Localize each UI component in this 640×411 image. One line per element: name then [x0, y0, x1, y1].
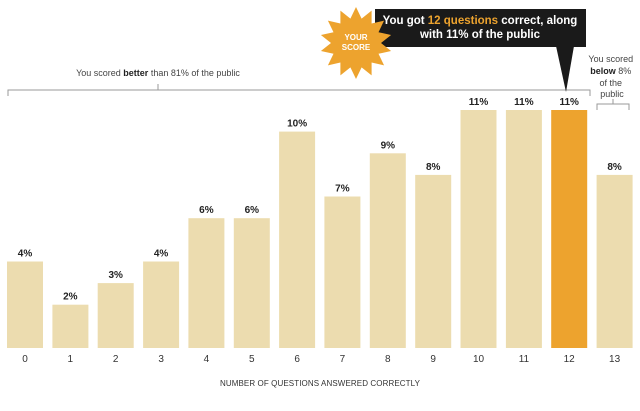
bar-0 [7, 261, 43, 348]
x-tick-label-4: 4 [204, 354, 210, 365]
x-tick-label-8: 8 [385, 354, 391, 365]
bar-7 [324, 196, 361, 348]
below-bracket [596, 99, 630, 110]
bar-value-label-1: 2% [63, 292, 78, 303]
bar-8 [369, 153, 406, 348]
bar-5 [233, 218, 270, 348]
bar-10 [460, 110, 497, 348]
value-labels-group: 4% 2% 3% 4% 6% 6% 10% 7% 9% 8% 11% 11% 11% 8% [18, 97, 622, 303]
callout-line1-suffix: correct, along [498, 15, 577, 27]
below-note-line4: public [600, 89, 624, 99]
x-tick-label-11: 11 [519, 354, 530, 365]
badge-line1: YOUR [344, 33, 367, 42]
below-note-line1: You scored [588, 54, 633, 64]
bar-value-label-4: 6% [199, 205, 214, 216]
badge-line2: SCORE [342, 43, 371, 52]
bar-value-label-2: 3% [108, 270, 123, 281]
bar-value-label-3: 4% [154, 249, 169, 260]
bar-value-label-0: 4% [18, 249, 33, 260]
bar-value-label-11: 11% [514, 97, 534, 108]
better-note-emphasis: better [123, 68, 149, 78]
x-axis-title: NUMBER OF QUESTIONS ANSWERED CORRECTLY [220, 379, 421, 388]
bar-1 [52, 304, 89, 348]
bar-11 [505, 110, 542, 348]
below-note-line2-suffix: 8% [616, 66, 632, 76]
your-score-badge: YOUR SCORE [320, 7, 392, 79]
bar-6 [279, 131, 316, 348]
better-note-suffix: than 81% of the public [148, 68, 240, 78]
below-note-line2: below 8% [590, 66, 631, 76]
x-tick-label-5: 5 [249, 354, 255, 365]
bar-4 [188, 218, 225, 348]
x-tick-label-1: 1 [68, 354, 74, 365]
x-tick-label-10: 10 [473, 354, 485, 365]
callout-line1-prefix: You got [383, 15, 428, 27]
x-tick-labels-group: 0 1 2 3 4 5 6 7 8 9 10 11 12 13 [22, 354, 620, 365]
below-note-line3: of the [599, 78, 622, 88]
bar-value-label-7: 7% [335, 184, 350, 195]
x-tick-label-6: 6 [294, 354, 300, 365]
x-tick-label-9: 9 [430, 354, 436, 365]
bar-value-label-13: 8% [607, 162, 622, 173]
bars-group [7, 110, 633, 348]
bar-value-label-6: 10% [287, 119, 307, 130]
x-tick-label-12: 12 [564, 354, 576, 365]
callout-pointer [556, 46, 574, 92]
bar-3 [143, 261, 180, 348]
bar-12 [551, 110, 588, 348]
score-callout: You got 12 questions correct, along with… [375, 9, 586, 92]
callout-highlight: 12 questions [428, 15, 498, 27]
callout-box [375, 9, 586, 47]
x-tick-label-3: 3 [158, 354, 164, 365]
x-tick-label-2: 2 [113, 354, 119, 365]
callout-line1: You got 12 questions correct, along [383, 15, 578, 27]
bar-value-label-5: 6% [245, 205, 260, 216]
x-tick-label-13: 13 [609, 354, 621, 365]
bar-value-label-8: 9% [381, 140, 396, 151]
callout-line2: with 11% of the public [419, 29, 541, 41]
bar-value-label-9: 8% [426, 162, 441, 173]
below-note-emphasis: below [590, 66, 617, 76]
bar-2 [97, 283, 134, 348]
bar-13 [596, 174, 633, 348]
x-tick-label-7: 7 [340, 354, 346, 365]
bar-value-label-10: 11% [469, 97, 489, 108]
better-bracket [7, 84, 591, 96]
bar-value-label-12: 11% [559, 97, 579, 108]
below-note: You scored below 8% of the public [588, 54, 635, 99]
starburst-icon [320, 7, 392, 79]
x-tick-label-0: 0 [22, 354, 28, 365]
better-note-prefix: You scored [76, 68, 123, 78]
bar-9 [415, 174, 452, 348]
better-note: You scored better than 81% of the public [76, 68, 240, 78]
